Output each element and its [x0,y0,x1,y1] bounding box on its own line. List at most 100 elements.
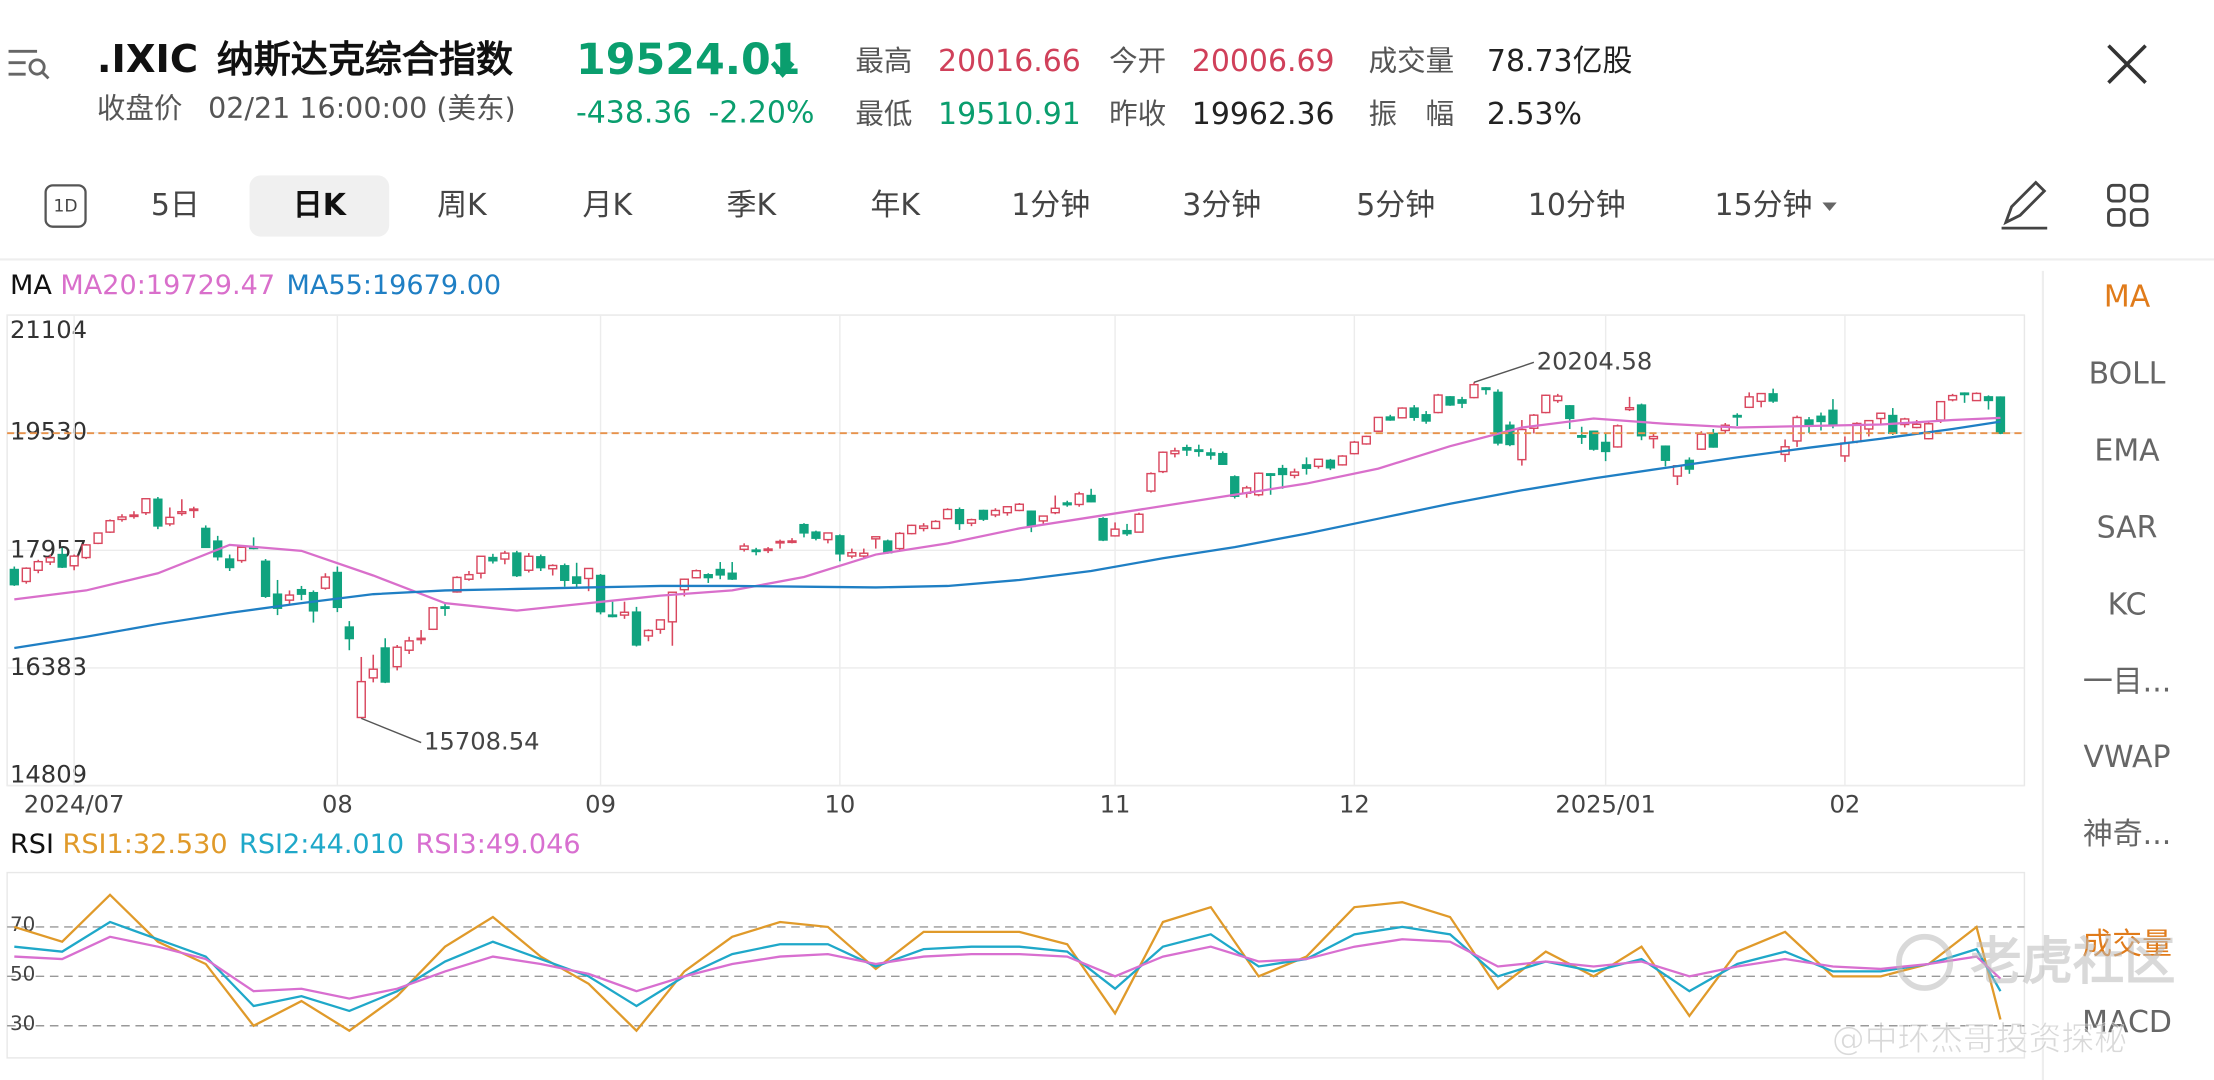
indicator-tab[interactable]: BOLL [2089,356,2166,391]
y-tick-label: 14809 [10,761,87,789]
tab[interactable]: 季K [727,188,778,223]
indicator-tab[interactable]: 成交量 [2082,927,2172,962]
tab[interactable]: 周K [437,188,488,223]
menu-icon[interactable] [8,49,50,80]
candle-body [1624,406,1635,411]
candle-body [1457,399,1467,404]
candle-body [1469,383,1479,399]
close-button[interactable] [2107,44,2147,84]
candle-body [368,668,378,679]
candle-body [871,536,881,540]
candle-body [679,578,689,591]
indicator-tab[interactable]: VWAP [2084,740,2171,775]
candle-body [536,556,546,569]
candle-body [631,611,642,646]
candle-body [1744,396,1754,409]
layout-icon[interactable] [2107,183,2149,227]
candle-body [1995,396,2006,434]
candle-body [33,560,43,571]
candle-body [129,514,139,518]
candle-body [1636,404,1647,437]
candle-body [380,647,390,683]
tab[interactable]: 1分钟 [1011,188,1090,223]
candle-body [1971,392,1982,402]
icon-cell [2129,208,2149,227]
time-label: 收盘价 [97,92,183,125]
candle-body [284,594,295,601]
indicator-tab[interactable]: 神奇... [2083,817,2171,852]
candle-body [404,640,414,651]
indicator-tab[interactable]: KC [2108,587,2147,622]
icon-path [2001,180,2048,230]
tab[interactable]: 15分钟 [1715,188,1813,223]
x-tick-label: 2025/01 [1555,791,1656,819]
candle-body [356,680,366,719]
tab-selected-bg [249,175,390,237]
tab[interactable]: 日K [293,188,348,223]
candle-body [763,548,773,552]
candle-body [571,576,582,584]
candle-body [930,520,941,530]
candle-body [1038,515,1048,522]
candle-body [1935,400,1946,421]
change: -438.36 [576,96,691,131]
candle-body [1086,494,1096,503]
candle-body [9,568,19,586]
candle-body [1505,424,1515,446]
indicator-tab[interactable]: MACD [2082,1005,2172,1040]
candle-body [236,546,247,562]
period-icon: 1D [54,197,78,217]
tab[interactable]: 5日 [151,188,200,223]
candle-body [117,516,127,521]
indicator-tab[interactable]: MA [2104,279,2151,314]
tab[interactable]: 月K [583,188,634,223]
candle-body [942,508,953,520]
candle-body [607,614,618,618]
candle-body [1373,416,1383,432]
candle-body [153,498,163,527]
candle-body [1050,507,1060,514]
candle-body [1493,391,1503,444]
indicator-tab[interactable]: 一目... [2083,664,2171,699]
tab[interactable]: 3分钟 [1182,188,1261,223]
candle-body [1553,395,1563,402]
candle-body [1277,467,1288,476]
indicator-tab[interactable]: SAR [2097,510,2158,545]
candle-body [1289,471,1300,477]
stat-value: 19510.91 [938,97,1081,132]
legend-entry: MA20:19729.47 [60,270,275,301]
candle-body [1792,416,1802,442]
candle-body [1026,510,1036,528]
candle-body [1230,476,1240,497]
tab[interactable]: 5分钟 [1356,188,1435,223]
candle-body [344,626,354,640]
y-tick-label: 50 [10,961,35,985]
indicator-tab[interactable]: EMA [2094,433,2160,468]
candle-body [1325,459,1336,469]
candle-body [1146,472,1156,492]
candle-body [859,552,869,557]
candle-body [272,593,283,609]
candle-body [1265,473,1276,476]
candle-body [907,524,917,535]
period-icon-frame[interactable] [44,184,87,228]
last-price: 19524.01 [576,35,801,85]
candle-body [476,555,486,574]
legend-title: RSI [10,829,54,860]
series-line [14,420,2001,650]
candle-body [1062,502,1072,506]
draw-icon[interactable] [2001,180,2048,230]
symbol: .IXIC [97,37,198,82]
candle-body [811,531,821,539]
candle-body [966,518,977,524]
icon-line [2107,44,2147,84]
tab[interactable]: 10分钟 [1528,188,1626,223]
tab[interactable]: 年K [871,188,922,223]
candle-body [918,525,929,530]
icon-cell [2107,183,2126,203]
series-line [14,935,2002,1000]
annotation: 15708.54 [424,728,540,756]
candle-body [1014,503,1025,512]
legend-entry: MA55:19679.00 [286,270,501,301]
